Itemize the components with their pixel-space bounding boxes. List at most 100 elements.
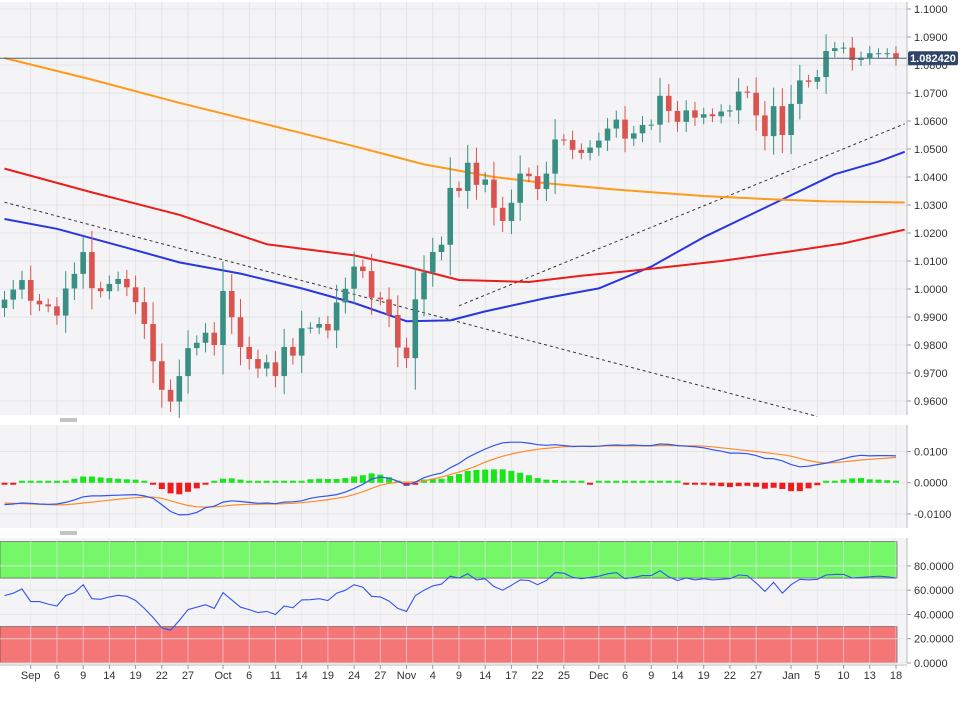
macd-histogram-bar bbox=[307, 479, 314, 483]
candle bbox=[89, 230, 95, 310]
candle bbox=[421, 255, 427, 317]
macd-histogram-bar bbox=[27, 480, 34, 483]
candle-body bbox=[456, 187, 462, 191]
candle-body bbox=[141, 302, 148, 324]
candle bbox=[255, 349, 261, 378]
macd-histogram-bar bbox=[517, 472, 524, 483]
macd-histogram-bar bbox=[849, 478, 856, 483]
macd-histogram-bar bbox=[683, 482, 690, 485]
candle bbox=[543, 161, 550, 202]
candle-body bbox=[639, 124, 646, 134]
panel-resize-handles[interactable] bbox=[60, 418, 77, 535]
macd-histogram-bar bbox=[342, 478, 349, 483]
candle bbox=[552, 119, 558, 195]
candle-body bbox=[604, 128, 611, 141]
candle-body bbox=[263, 362, 270, 369]
candle-body bbox=[412, 299, 419, 359]
candle-body bbox=[718, 111, 724, 117]
candle-body bbox=[377, 297, 384, 300]
candle-body bbox=[499, 207, 506, 221]
candle-body bbox=[27, 280, 34, 301]
candle bbox=[167, 379, 174, 412]
macd-histogram-bar bbox=[595, 480, 602, 483]
candle bbox=[858, 51, 864, 67]
date-tick-label: 17 bbox=[505, 670, 517, 682]
candle-body bbox=[62, 288, 69, 316]
candle bbox=[762, 101, 768, 151]
candle bbox=[185, 330, 191, 394]
macd-histogram-bar bbox=[455, 474, 462, 483]
date-tick-label: 25 bbox=[558, 670, 570, 682]
macd-histogram-bar bbox=[823, 480, 830, 483]
candle-body bbox=[193, 342, 200, 349]
date-tick-label: Nov bbox=[397, 670, 417, 682]
candle bbox=[805, 74, 812, 88]
macd-histogram-bar bbox=[884, 480, 891, 483]
date-tick-label: 9 bbox=[648, 670, 654, 682]
candle bbox=[97, 281, 104, 298]
macd-histogram-bar bbox=[691, 482, 698, 485]
candle bbox=[665, 83, 672, 123]
candle bbox=[596, 132, 602, 156]
rsi-oversold-zone bbox=[0, 626, 898, 664]
macd-histogram-bar bbox=[88, 476, 95, 483]
macd-histogram-bar bbox=[386, 477, 393, 483]
macd-histogram-bar bbox=[892, 480, 899, 483]
current-price-label: 1.082420 bbox=[910, 53, 956, 65]
macd-histogram-bar bbox=[525, 475, 532, 483]
date-tick-label: 14 bbox=[671, 670, 683, 682]
candle-body bbox=[858, 57, 864, 60]
candle-body bbox=[202, 332, 209, 343]
macd-histogram-bar bbox=[779, 482, 786, 489]
date-tick-label: 10 bbox=[837, 670, 849, 682]
rsi-resize-handle[interactable] bbox=[60, 531, 77, 535]
candle-body bbox=[19, 280, 25, 290]
candle bbox=[823, 34, 829, 94]
candle-body bbox=[45, 304, 51, 307]
candle-body bbox=[272, 362, 279, 377]
macd-histogram-bar bbox=[805, 482, 812, 489]
rsi-tick-label: 20.0000 bbox=[914, 634, 954, 646]
candle bbox=[386, 287, 392, 328]
macd-histogram-bar bbox=[499, 469, 506, 483]
candle bbox=[569, 130, 576, 160]
macd-histogram-bar bbox=[45, 480, 52, 483]
candle-body bbox=[159, 361, 165, 390]
candle bbox=[132, 275, 139, 314]
macd-tick-label: 0.0100 bbox=[914, 447, 948, 459]
price-tick-label: 0.9900 bbox=[914, 312, 948, 324]
macd-histogram-bar bbox=[106, 478, 113, 483]
macd-histogram-bar bbox=[254, 480, 261, 483]
candle-body bbox=[849, 47, 856, 60]
macd-histogram-bar bbox=[263, 480, 270, 483]
date-tick-label: 13 bbox=[864, 670, 876, 682]
macd-histogram-bar bbox=[674, 480, 681, 483]
candle-body bbox=[176, 376, 183, 402]
candle-body bbox=[325, 324, 331, 331]
candle bbox=[360, 259, 366, 279]
date-tick-label: 6 bbox=[246, 670, 252, 682]
candle bbox=[290, 338, 296, 365]
date-tick-label: 6 bbox=[622, 670, 628, 682]
candle bbox=[106, 275, 113, 300]
date-tick-label: 6 bbox=[54, 670, 60, 682]
candle-body bbox=[473, 162, 480, 185]
candle-body bbox=[692, 110, 698, 118]
price-tick-label: 1.0500 bbox=[914, 144, 948, 156]
date-tick-label: Sep bbox=[21, 670, 41, 682]
candle bbox=[893, 45, 899, 66]
macd-histogram-bar bbox=[333, 478, 340, 483]
candle-body bbox=[866, 53, 873, 58]
candle bbox=[718, 104, 724, 124]
macd-resize-handle[interactable] bbox=[60, 418, 77, 422]
candle bbox=[727, 104, 733, 118]
candle-body bbox=[246, 346, 253, 359]
candle-body bbox=[360, 266, 366, 272]
candle bbox=[54, 297, 60, 325]
candle bbox=[447, 157, 454, 276]
candle bbox=[639, 116, 646, 143]
macd-histogram-bar bbox=[552, 479, 559, 483]
candle-body bbox=[482, 179, 488, 185]
candle-body bbox=[150, 324, 156, 362]
candle bbox=[875, 48, 882, 59]
